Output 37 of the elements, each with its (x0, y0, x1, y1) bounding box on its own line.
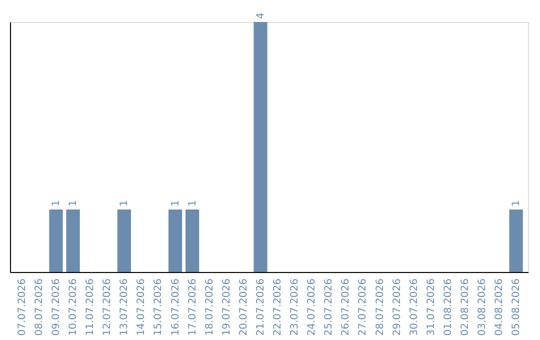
data-label: 1 (170, 200, 182, 206)
data-label: 4 (255, 12, 266, 19)
x-tick-label: 07.07.2026 (16, 278, 28, 336)
data-label: 1 (187, 200, 198, 206)
x-tick-label: 18.07.2026 (204, 278, 216, 336)
data-label: 1 (51, 200, 62, 206)
x-tick-label: 30.07.2026 (408, 278, 420, 336)
x-tick-label: 04.08.2026 (494, 278, 506, 336)
x-tick-label: 11.07.2026 (85, 278, 96, 336)
x-tick-label: 20.07.2026 (238, 278, 250, 336)
x-tick-label: 25.07.2026 (324, 278, 335, 336)
x-tick-label: 31.07.2026 (426, 278, 437, 336)
x-tick-label: 26.07.2026 (340, 278, 352, 336)
x-tick-label: 29.07.2026 (392, 278, 403, 336)
x-tick-label: 08.07.2026 (34, 278, 45, 336)
x-tick-label: 22.07.2026 (272, 278, 284, 336)
x-tick-label: 14.07.2026 (136, 278, 148, 336)
x-tick-label: 03.08.2026 (476, 278, 488, 336)
x-tick-label: 19.07.2026 (221, 278, 232, 336)
data-label: 1 (119, 200, 130, 206)
x-tick-label: 16.07.2026 (170, 278, 182, 336)
x-tick-label: 15.07.2026 (153, 278, 164, 336)
x-tick-label: 27.07.2026 (358, 278, 369, 336)
x-tick-label: 13.07.2026 (119, 278, 130, 336)
x-tick-label: 09.07.2026 (51, 278, 62, 336)
data-label: 1 (68, 200, 80, 206)
x-tick-label: 10.07.2026 (68, 278, 80, 336)
x-tick-label: 17.07.2026 (187, 278, 198, 336)
x-tick-label: 24.07.2026 (306, 278, 318, 336)
x-tick-label: 12.07.2026 (102, 278, 114, 336)
x-tick-label: 05.08.2026 (511, 278, 522, 336)
x-tick-label: 23.07.2026 (290, 278, 301, 336)
data-label: 1 (511, 200, 522, 206)
x-tick-label: 28.07.2026 (374, 278, 386, 336)
x-tick-label: 02.08.2026 (460, 278, 471, 336)
x-tick-label: 01.08.2026 (442, 278, 454, 336)
x-tick-label: 21.07.2026 (255, 278, 266, 336)
